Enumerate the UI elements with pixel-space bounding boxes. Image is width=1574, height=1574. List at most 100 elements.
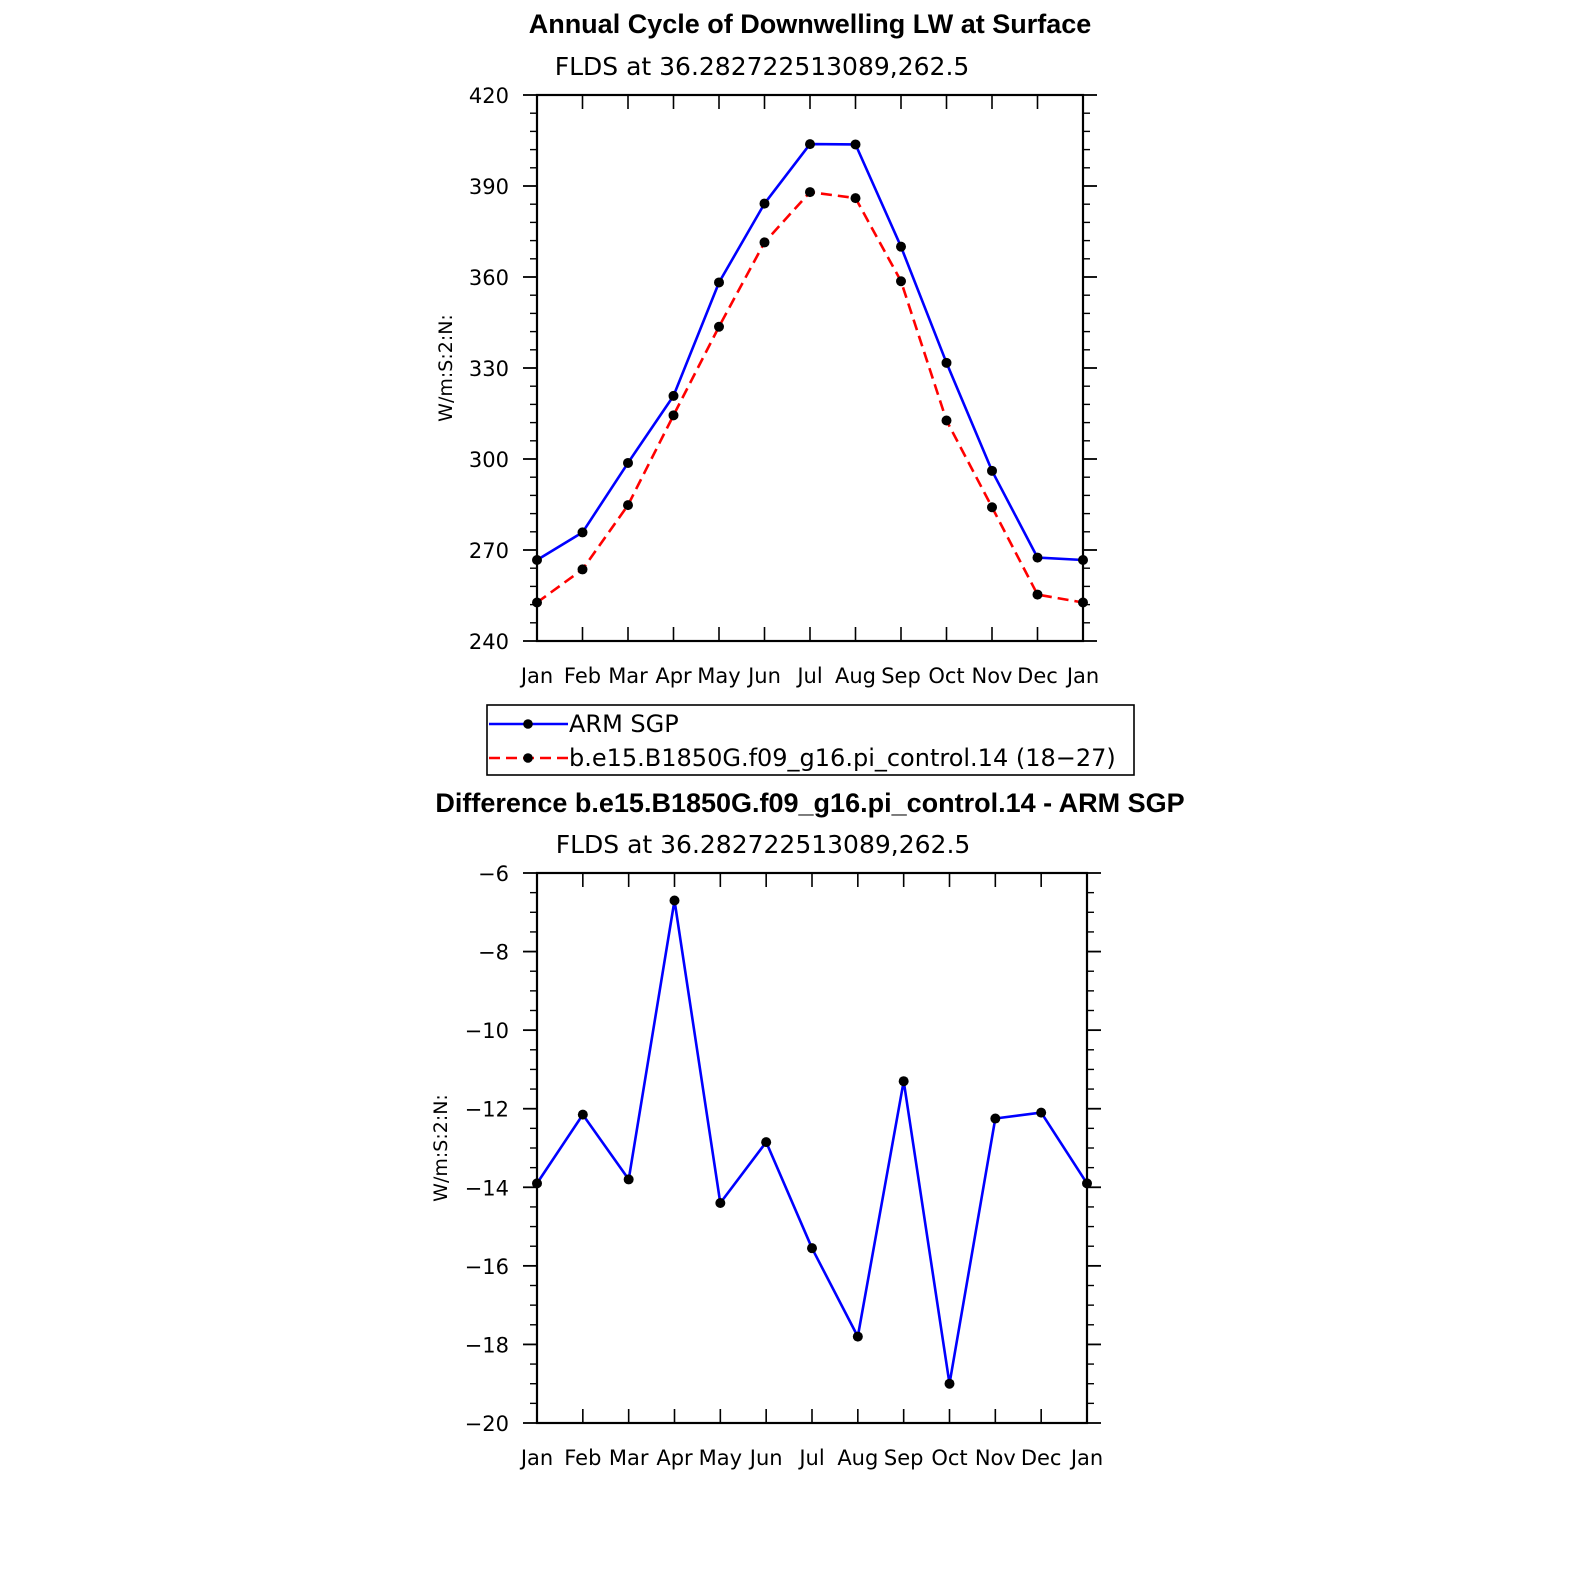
data-point — [714, 321, 724, 332]
plot-frame — [535, 93, 1085, 643]
x-tick-label: Aug — [837, 1446, 878, 1470]
y-tick-label: −10 — [465, 1019, 509, 1043]
x-tick-label: Jan — [1069, 1446, 1103, 1470]
x-tick-label: Sep — [884, 1446, 924, 1470]
x-tick-label: Mar — [608, 664, 648, 688]
data-point — [852, 1331, 863, 1342]
y-tick-label: −16 — [465, 1255, 509, 1279]
data-point — [532, 1178, 542, 1189]
data-point — [941, 357, 952, 368]
data-point — [623, 457, 633, 468]
data-point — [577, 1109, 588, 1120]
x-tick-label: Dec — [1017, 664, 1058, 688]
plot-frame — [535, 871, 1089, 1425]
y-tick-label: 240 — [469, 630, 509, 654]
data-point — [532, 555, 542, 566]
data-point — [898, 1076, 909, 1087]
x-tick-label: Jan — [519, 1446, 553, 1470]
y-tick-label: −12 — [465, 1098, 509, 1122]
annual-cycle-chart: Annual Cycle of Downwelling LW at Surfac… — [435, 9, 1099, 688]
plot-axes: Jan Feb Mar Apr May Jun Jul Aug Sep Oct Nov Dec Jan−… — [465, 862, 1104, 1470]
data-point — [896, 276, 906, 287]
data-point — [577, 527, 588, 538]
x-tick-label: Jul — [797, 1446, 824, 1470]
x-tick-label: Apr — [656, 1446, 693, 1470]
x-tick-label: Nov — [972, 664, 1013, 688]
data-point — [805, 187, 815, 198]
y-axis-label: W/m:S:2:N: — [435, 314, 457, 422]
x-tick-label: May — [699, 1446, 742, 1470]
y-tick-label: 300 — [469, 448, 509, 472]
data-point — [850, 193, 861, 204]
legend-label-arm-sgp: ARM SGP — [569, 710, 679, 738]
data-point — [850, 139, 861, 150]
y-tick-label: 390 — [469, 175, 509, 199]
x-tick-label: Aug — [835, 664, 876, 688]
data-point — [1078, 555, 1088, 566]
chart-subtitle: FLDS at 36.282722513089,262.5 — [555, 52, 970, 81]
data-point — [896, 241, 906, 252]
series-layer — [532, 895, 1092, 1389]
data-point — [714, 277, 724, 288]
y-tick-label: −14 — [465, 1176, 509, 1200]
x-tick-label: Oct — [928, 664, 964, 688]
data-point — [944, 1378, 955, 1389]
y-tick-label: −6 — [478, 862, 509, 886]
data-point — [668, 410, 679, 421]
series-line-0 — [536, 142, 1084, 562]
y-tick-label: 420 — [469, 84, 509, 108]
data-point — [1032, 589, 1043, 600]
x-tick-label: Jun — [748, 1446, 783, 1470]
data-point — [1078, 597, 1088, 608]
legend-box — [486, 704, 1135, 776]
legend-marker-model — [523, 753, 533, 763]
x-tick-label: Jan — [519, 664, 553, 688]
x-tick-label: Jul — [795, 664, 822, 688]
data-point — [805, 139, 815, 150]
x-tick-label: Feb — [564, 1446, 601, 1470]
series-line-1 — [536, 190, 1084, 604]
data-point — [941, 415, 952, 426]
y-tick-label: −8 — [478, 941, 509, 965]
data-point — [987, 502, 997, 513]
x-tick-label: Sep — [881, 664, 921, 688]
data-point — [1082, 1178, 1092, 1189]
x-tick-label: Mar — [609, 1446, 649, 1470]
data-point — [623, 1174, 634, 1185]
series-layer — [532, 139, 1088, 608]
data-point — [990, 1113, 1001, 1124]
data-point — [669, 895, 680, 906]
data-point — [715, 1198, 726, 1208]
data-point — [761, 1137, 772, 1148]
x-tick-label: Dec — [1021, 1446, 1062, 1470]
data-point — [987, 465, 997, 476]
y-tick-label: 330 — [469, 357, 509, 381]
legend-label-model: b.e15.B1850G.f09_g16.pi_control.14 (18−2… — [569, 744, 1116, 772]
chart-title: Annual Cycle of Downwelling LW at Surfac… — [529, 9, 1092, 39]
chart-title: Difference b.e15.B1850G.f09_g16.pi_contr… — [435, 788, 1184, 818]
y-tick-label: 270 — [469, 539, 509, 563]
data-point — [668, 390, 679, 401]
plot-axes: Jan Feb Mar Apr May Jun Jul Aug Sep Oct Nov Dec Jan 2… — [469, 84, 1099, 688]
data-point — [759, 237, 770, 248]
x-tick-label: Feb — [564, 664, 601, 688]
x-tick-label: Oct — [931, 1446, 967, 1470]
data-point — [807, 1243, 817, 1254]
legend: ARM SGP b.e15.B1850G.f09_g16.pi_control.… — [486, 704, 1135, 776]
x-tick-label: Jun — [746, 664, 781, 688]
data-point — [759, 198, 770, 209]
data-point — [577, 564, 588, 575]
x-tick-label: May — [697, 664, 740, 688]
x-tick-label: Apr — [655, 664, 692, 688]
y-tick-label: −20 — [465, 1412, 509, 1436]
series-line-0 — [535, 899, 1089, 1385]
difference-chart: Difference b.e15.B1850G.f09_g16.pi_contr… — [430, 788, 1185, 1470]
y-tick-label: 360 — [469, 266, 509, 290]
y-axis-label: W/m:S:2:N: — [430, 1094, 452, 1202]
x-tick-label: Nov — [975, 1446, 1016, 1470]
legend-marker-arm-sgp — [523, 719, 533, 729]
chart-subtitle: FLDS at 36.282722513089,262.5 — [556, 830, 971, 859]
data-point — [1032, 552, 1043, 563]
data-point — [1036, 1107, 1047, 1118]
